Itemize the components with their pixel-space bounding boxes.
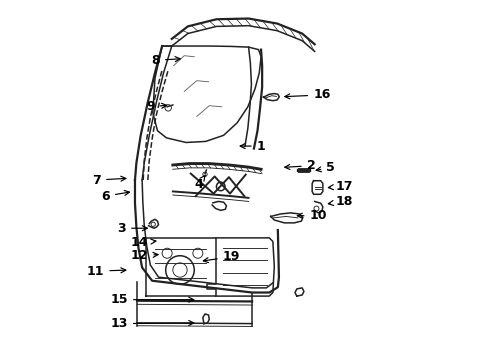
Text: 17: 17 bbox=[328, 180, 353, 193]
Text: 8: 8 bbox=[151, 54, 180, 67]
Text: 19: 19 bbox=[203, 250, 240, 263]
Text: 18: 18 bbox=[328, 195, 353, 208]
Text: 12: 12 bbox=[131, 249, 158, 262]
Text: 10: 10 bbox=[297, 209, 327, 222]
Text: 14: 14 bbox=[131, 236, 156, 249]
Text: 1: 1 bbox=[240, 140, 266, 153]
Text: 13: 13 bbox=[111, 317, 194, 330]
Text: 2: 2 bbox=[285, 159, 316, 172]
Text: 4: 4 bbox=[194, 175, 205, 191]
Text: 6: 6 bbox=[101, 190, 129, 203]
Text: 7: 7 bbox=[93, 174, 126, 186]
Text: 9: 9 bbox=[146, 100, 167, 113]
Text: 3: 3 bbox=[118, 222, 147, 235]
Text: 5: 5 bbox=[316, 161, 335, 174]
Text: 15: 15 bbox=[111, 293, 194, 306]
Text: 11: 11 bbox=[87, 265, 126, 278]
Text: 16: 16 bbox=[285, 89, 330, 102]
